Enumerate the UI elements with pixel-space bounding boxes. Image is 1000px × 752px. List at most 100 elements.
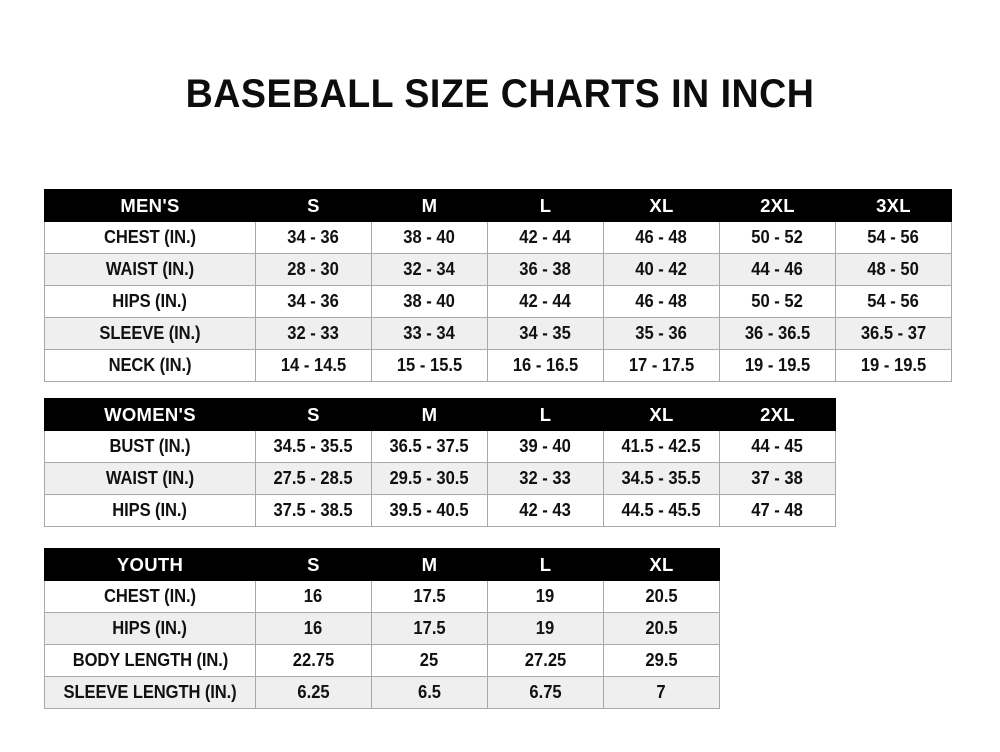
mens-size-header-2xl: 2XL (719, 189, 836, 222)
measurement-cell: 32 - 34 (371, 253, 488, 286)
measurement-cell: 27.5 - 28.5 (255, 462, 372, 495)
measurement-cell: 19 - 19.5 (835, 349, 952, 382)
measurement-cell: 42 - 44 (487, 285, 604, 318)
measurement-cell: 19 (487, 612, 604, 645)
measurement-cell: 44.5 - 45.5 (603, 494, 720, 527)
womens-size-header-s: S (255, 398, 372, 431)
womens-size-header-xl: XL (603, 398, 720, 431)
measurement-cell: 15 - 15.5 (371, 349, 488, 382)
page-title: BASEBALL SIZE CHARTS IN INCH (185, 72, 815, 116)
youth-size-table: YOUTH S M L XL CHEST (IN.) 16 17.5 19 20.5 HIPS (… (44, 548, 720, 709)
womens-header-row: WOMEN'S S M L XL 2XL (44, 398, 836, 431)
mens-header-row: MEN'S S M L XL 2XL 3XL (44, 189, 952, 222)
mens-table-body: CHEST (IN.) 34 - 36 38 - 40 42 - 44 46 - 48 5… (44, 221, 952, 382)
measurement-cell: 34.5 - 35.5 (255, 430, 372, 463)
mens-measurement-label: HIPS (IN.) (44, 285, 256, 318)
measurement-cell: 22.75 (255, 644, 372, 677)
youth-category-header: YOUTH (44, 548, 256, 581)
measurement-cell: 54 - 56 (835, 221, 952, 254)
youth-size-header-xl: XL (603, 548, 720, 581)
mens-measurement-label: WAIST (IN.) (44, 253, 256, 286)
mens-category-header: MEN'S (44, 189, 256, 222)
mens-measurement-label: CHEST (IN.) (44, 221, 256, 254)
mens-size-header-m: M (371, 189, 488, 222)
measurement-cell: 6.25 (255, 676, 372, 709)
measurement-cell: 44 - 46 (719, 253, 836, 286)
measurement-cell: 42 - 43 (487, 494, 604, 527)
womens-size-table: WOMEN'S S M L XL 2XL BUST (IN.) 34.5 - 35.5 36.… (44, 398, 836, 527)
measurement-cell: 33 - 34 (371, 317, 488, 350)
mens-size-table: MEN'S S M L XL 2XL 3XL CHEST (IN.) 34 - 36 38 - … (44, 189, 952, 382)
table-row: SLEEVE LENGTH (IN.) 6.25 6.5 6.75 7 (44, 676, 720, 709)
womens-size-header-2xl: 2XL (719, 398, 836, 431)
mens-measurement-label: NECK (IN.) (44, 349, 256, 382)
table-row: HIPS (IN.) 16 17.5 19 20.5 (44, 612, 720, 645)
youth-measurement-label: BODY LENGTH (IN.) (44, 644, 256, 677)
youth-size-header-m: M (371, 548, 488, 581)
youth-table-head: YOUTH S M L XL (44, 548, 720, 581)
measurement-cell: 16 (255, 580, 372, 613)
table-row: WAIST (IN.) 27.5 - 28.5 29.5 - 30.5 32 - 33… (44, 462, 836, 495)
measurement-cell: 32 - 33 (487, 462, 604, 495)
measurement-cell: 6.5 (371, 676, 488, 709)
measurement-cell: 39.5 - 40.5 (371, 494, 488, 527)
womens-size-header-m: M (371, 398, 488, 431)
measurement-cell: 19 (487, 580, 604, 613)
measurement-cell: 36.5 - 37.5 (371, 430, 488, 463)
mens-size-header-l: L (487, 189, 604, 222)
measurement-cell: 17.5 (371, 580, 488, 613)
measurement-cell: 54 - 56 (835, 285, 952, 318)
youth-table-body: CHEST (IN.) 16 17.5 19 20.5 HIPS (IN.) 16 17.5 1… (44, 580, 720, 709)
measurement-cell: 36 - 38 (487, 253, 604, 286)
measurement-cell: 50 - 52 (719, 221, 836, 254)
womens-size-header-l: L (487, 398, 604, 431)
measurement-cell: 47 - 48 (719, 494, 836, 527)
table-row: HIPS (IN.) 34 - 36 38 - 40 42 - 44 46 - 48 50… (44, 285, 952, 318)
measurement-cell: 29.5 (603, 644, 720, 677)
measurement-cell: 38 - 40 (371, 221, 488, 254)
table-row: NECK (IN.) 14 - 14.5 15 - 15.5 16 - 16.5 17 … (44, 349, 952, 382)
measurement-cell: 48 - 50 (835, 253, 952, 286)
mens-measurement-label: SLEEVE (IN.) (44, 317, 256, 350)
table-row: WAIST (IN.) 28 - 30 32 - 34 36 - 38 40 - 42 4… (44, 253, 952, 286)
measurement-cell: 38 - 40 (371, 285, 488, 318)
measurement-cell: 50 - 52 (719, 285, 836, 318)
measurement-cell: 17 - 17.5 (603, 349, 720, 382)
womens-measurement-label: BUST (IN.) (44, 430, 256, 463)
womens-table-body: BUST (IN.) 34.5 - 35.5 36.5 - 37.5 39 - 40 4… (44, 430, 836, 527)
table-row: BUST (IN.) 34.5 - 35.5 36.5 - 37.5 39 - 40 4… (44, 430, 836, 463)
measurement-cell: 20.5 (603, 612, 720, 645)
measurement-cell: 42 - 44 (487, 221, 604, 254)
table-row: BODY LENGTH (IN.) 22.75 25 27.25 29.5 (44, 644, 720, 677)
measurement-cell: 36.5 - 37 (835, 317, 952, 350)
measurement-cell: 28 - 30 (255, 253, 372, 286)
womens-measurement-label: HIPS (IN.) (44, 494, 256, 527)
measurement-cell: 46 - 48 (603, 285, 720, 318)
measurement-cell: 39 - 40 (487, 430, 604, 463)
table-row: CHEST (IN.) 34 - 36 38 - 40 42 - 44 46 - 48 5… (44, 221, 952, 254)
youth-header-row: YOUTH S M L XL (44, 548, 720, 581)
measurement-cell: 34.5 - 35.5 (603, 462, 720, 495)
measurement-cell: 36 - 36.5 (719, 317, 836, 350)
youth-measurement-label: HIPS (IN.) (44, 612, 256, 645)
measurement-cell: 29.5 - 30.5 (371, 462, 488, 495)
measurement-cell: 35 - 36 (603, 317, 720, 350)
measurement-cell: 44 - 45 (719, 430, 836, 463)
measurement-cell: 34 - 36 (255, 285, 372, 318)
measurement-cell: 37 - 38 (719, 462, 836, 495)
youth-size-header-l: L (487, 548, 604, 581)
measurement-cell: 6.75 (487, 676, 604, 709)
measurement-cell: 27.25 (487, 644, 604, 677)
measurement-cell: 20.5 (603, 580, 720, 613)
youth-size-header-s: S (255, 548, 372, 581)
measurement-cell: 25 (371, 644, 488, 677)
measurement-cell: 37.5 - 38.5 (255, 494, 372, 527)
table-row: SLEEVE (IN.) 32 - 33 33 - 34 34 - 35 35 - 36… (44, 317, 952, 350)
measurement-cell: 16 - 16.5 (487, 349, 604, 382)
mens-table-head: MEN'S S M L XL 2XL 3XL (44, 189, 952, 222)
measurement-cell: 7 (603, 676, 720, 709)
measurement-cell: 34 - 35 (487, 317, 604, 350)
womens-measurement-label: WAIST (IN.) (44, 462, 256, 495)
womens-category-header: WOMEN'S (44, 398, 256, 431)
